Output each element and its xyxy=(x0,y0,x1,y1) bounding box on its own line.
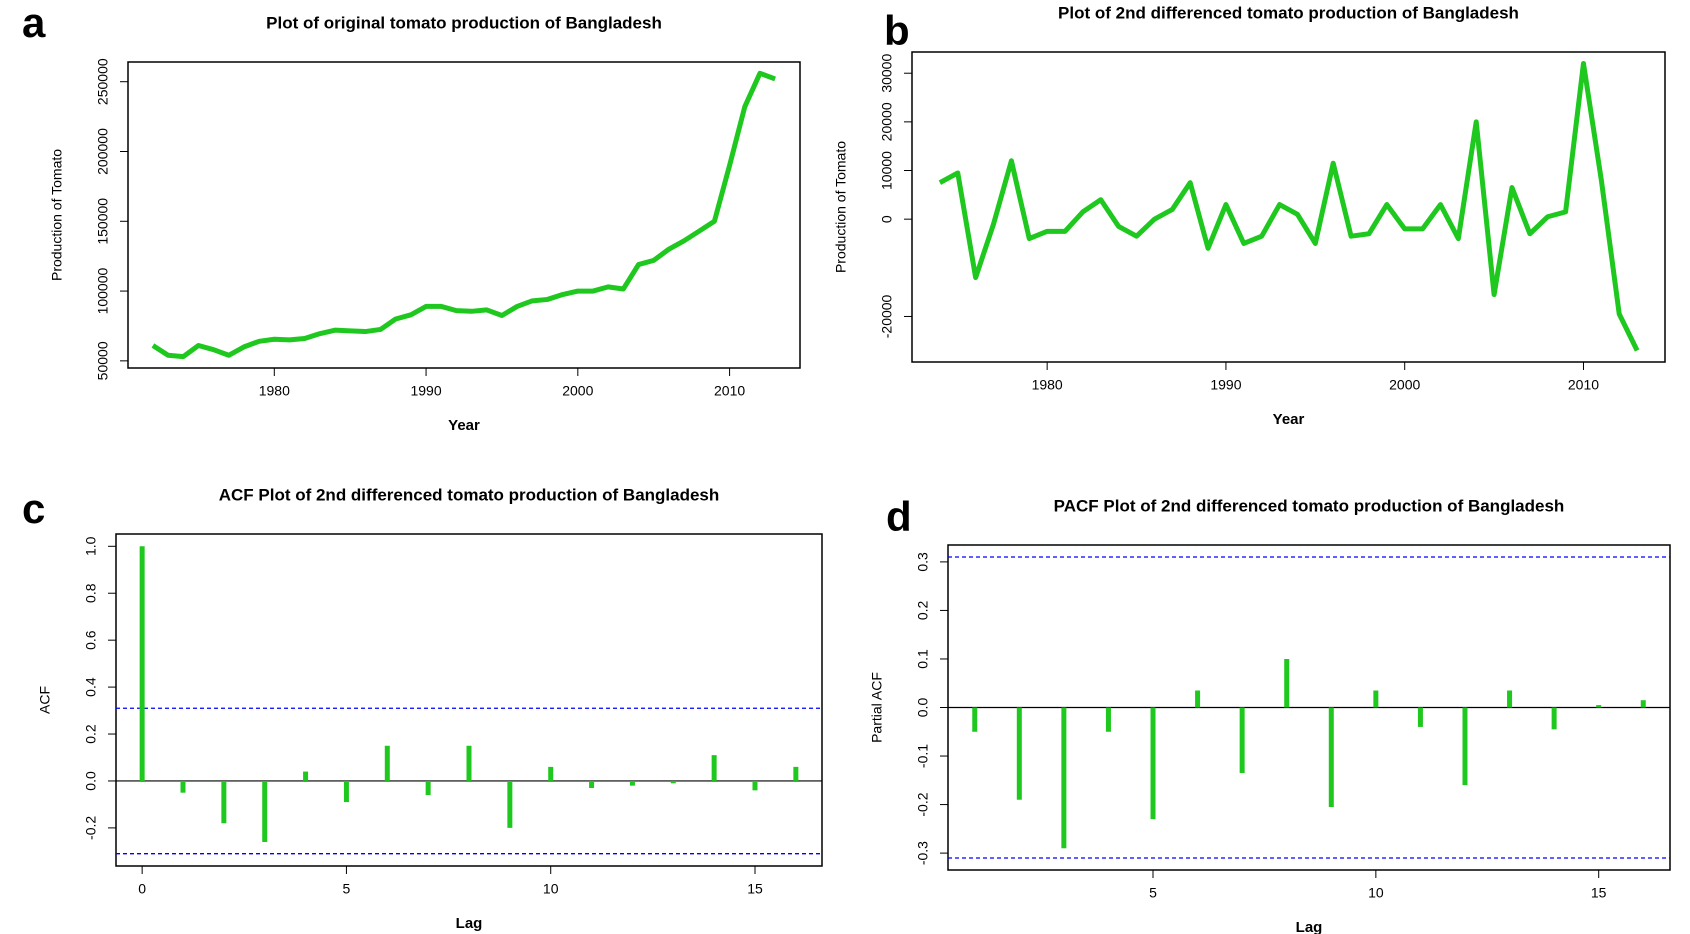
y-tick-label: 50000 xyxy=(95,341,111,380)
plot-frame xyxy=(115,533,823,867)
x-tick-label: 2000 xyxy=(562,383,593,399)
chart-title: Plot of 2nd differenced tomato productio… xyxy=(1058,3,1519,22)
panel-label: a xyxy=(22,0,46,46)
x-tick-label: 10 xyxy=(1368,885,1384,901)
y-tick-label: 150000 xyxy=(95,198,111,245)
x-tick-label: 1980 xyxy=(259,383,290,399)
x-tick-label: 2010 xyxy=(1568,377,1599,393)
chart-title: ACF Plot of 2nd differenced tomato produ… xyxy=(219,485,720,504)
chart-title: PACF Plot of 2nd differenced tomato prod… xyxy=(1054,496,1565,515)
y-tick-label: 200000 xyxy=(95,128,111,175)
panel-label: c xyxy=(22,485,45,532)
y-tick-label: -0.3 xyxy=(915,841,931,865)
y-tick-label: -20000 xyxy=(879,294,895,338)
x-tick-label: 1990 xyxy=(1210,377,1241,393)
y-tick-label: 1.0 xyxy=(83,536,99,556)
x-axis-label: Lag xyxy=(1296,919,1323,934)
x-tick-label: 0 xyxy=(138,881,146,897)
y-tick-label: 0.3 xyxy=(915,552,931,572)
x-axis-label: Lag xyxy=(456,915,483,932)
y-tick-label: 0 xyxy=(879,215,895,223)
panel-label: d xyxy=(886,493,912,540)
y-tick-label: 0.8 xyxy=(83,583,99,603)
y-tick-label: 250000 xyxy=(95,58,111,105)
y-tick-label: -0.2 xyxy=(83,816,99,840)
y-tick-label: 0.6 xyxy=(83,630,99,650)
y-axis-label: ACF xyxy=(37,686,53,714)
x-tick-label: 5 xyxy=(343,881,351,897)
y-tick-label: 10000 xyxy=(879,151,895,190)
y-tick-label: -0.1 xyxy=(915,744,931,768)
plot-frame xyxy=(911,51,1666,363)
x-tick-label: 2000 xyxy=(1389,377,1420,393)
y-tick-label: 20000 xyxy=(879,102,895,141)
x-tick-label: 1990 xyxy=(410,383,441,399)
series-line xyxy=(938,60,1640,352)
x-tick-label: 15 xyxy=(747,881,763,897)
y-axis-label: Production of Tomato xyxy=(833,141,849,273)
y-tick-label: 0.0 xyxy=(915,698,931,718)
chart-title: Plot of original tomato production of Ba… xyxy=(266,13,662,32)
y-tick-label: 0.2 xyxy=(83,724,99,744)
x-axis-label: Year xyxy=(1273,411,1305,428)
y-tick-label: 0.0 xyxy=(83,771,99,791)
y-tick-label: 0.4 xyxy=(83,677,99,697)
x-tick-label: 1980 xyxy=(1032,377,1063,393)
series-line xyxy=(151,70,776,360)
y-axis-label: Partial ACF xyxy=(869,672,885,743)
y-tick-label: 0.2 xyxy=(915,600,931,620)
y-axis-label: Production of Tomato xyxy=(49,149,65,281)
x-tick-label: 10 xyxy=(543,881,559,897)
y-tick-label: 30000 xyxy=(879,54,895,93)
x-axis-label: Year xyxy=(448,417,480,434)
panel-label: b xyxy=(884,7,910,54)
y-tick-label: 0.1 xyxy=(915,649,931,669)
x-tick-label: 15 xyxy=(1591,885,1607,901)
x-tick-label: 2010 xyxy=(714,383,745,399)
y-tick-label: 100000 xyxy=(95,267,111,314)
x-tick-label: 5 xyxy=(1149,885,1157,901)
y-tick-label: -0.2 xyxy=(915,792,931,816)
plot-frame xyxy=(127,61,801,369)
